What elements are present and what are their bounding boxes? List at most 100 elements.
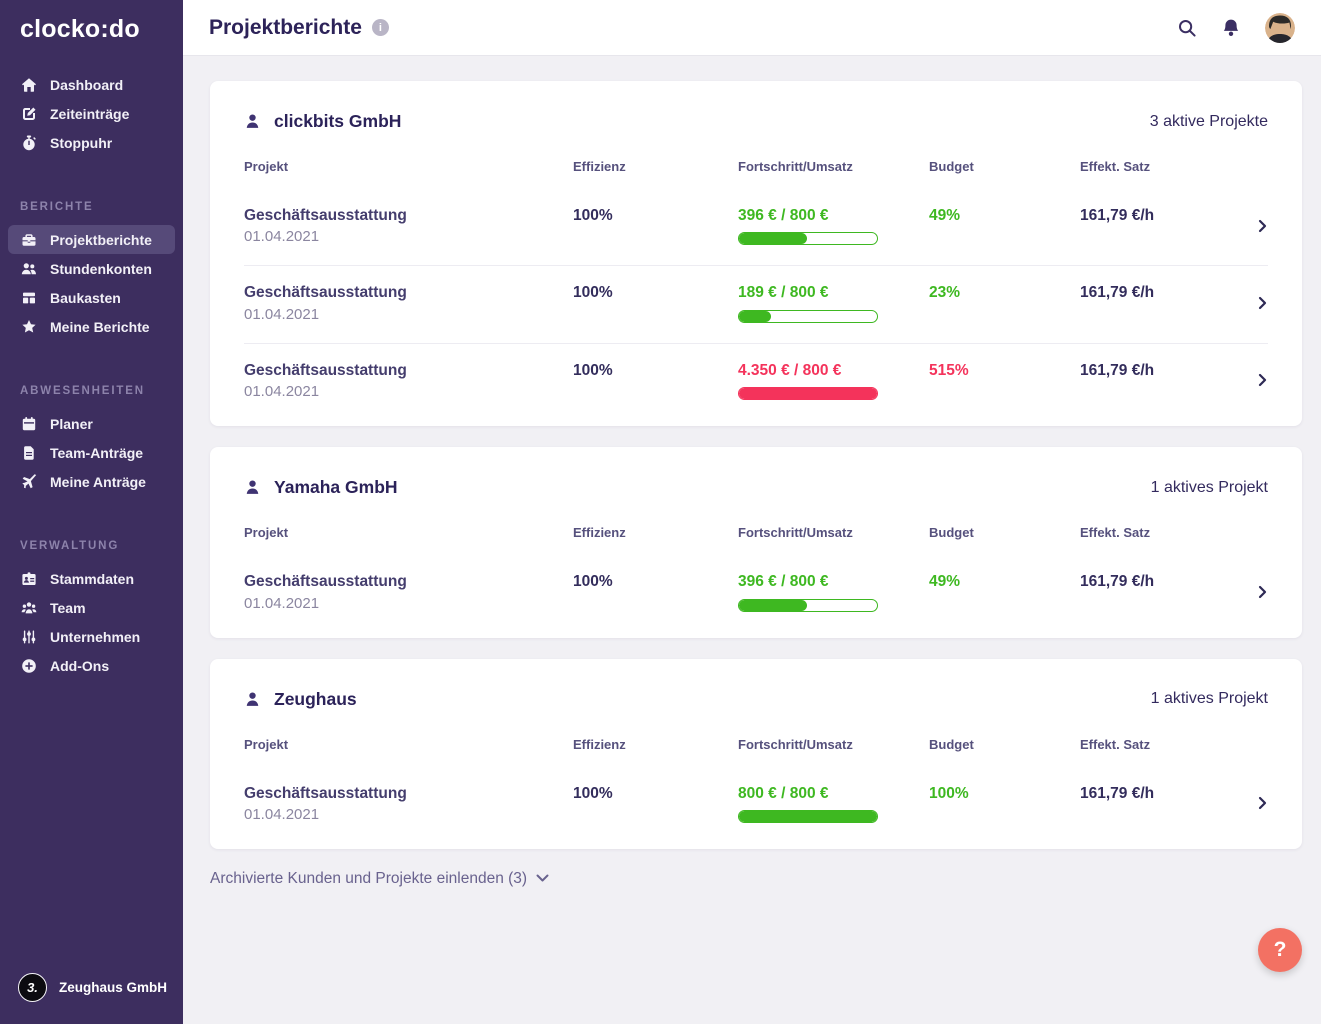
sidebar-section-abwesenheiten: ABWESENHEITEN Planer Team-Anträge Meine …	[0, 385, 183, 496]
customer-card-zeughaus: Zeughaus 1 aktives Projekt Projekt Effiz…	[210, 658, 1302, 849]
sidebar-item-projektberichte[interactable]: Projektberichte	[8, 225, 175, 254]
sidebar-item-label: Stammdaten	[50, 570, 135, 587]
sidebar-item-zeiteintraege[interactable]: Zeiteinträge	[8, 99, 175, 128]
sidebar-item-team-antraege[interactable]: Team-Anträge	[8, 438, 175, 467]
bell-icon[interactable]	[1221, 18, 1241, 38]
budget-value: 515%	[929, 361, 969, 379]
effective-rate-value: 161,79 €/h	[1080, 207, 1155, 224]
sliders-icon	[20, 628, 37, 645]
progress-bar	[738, 598, 878, 612]
sidebar-item-label: Dashboard	[50, 76, 124, 93]
active-projects-count: 1 aktives Projekt	[1150, 690, 1268, 707]
chevron-right-icon[interactable]	[1258, 373, 1268, 387]
sidebar-item-dashboard[interactable]: Dashboard	[8, 70, 175, 99]
column-header-fortschritt: Fortschritt/Umsatz	[738, 525, 853, 541]
customer-name: clickbits GmbH	[274, 111, 402, 131]
sidebar-item-label: Stoppuhr	[50, 134, 113, 151]
project-row[interactable]: Geschäftsausstattung 01.04.2021 100% 4.3…	[244, 342, 1268, 420]
project-name: Geschäftsausstattung	[244, 573, 407, 591]
customer-card-clickbits: clickbits GmbH 3 aktive Projekte Projekt…	[210, 81, 1302, 427]
card-header: clickbits GmbH 3 aktive Projekte	[244, 111, 1268, 132]
active-projects-count: 3 aktive Projekte	[1149, 112, 1268, 130]
customer-card-yamaha: Yamaha GmbH 1 aktives Projekt Projekt Ef…	[210, 447, 1302, 638]
chevron-right-icon[interactable]	[1258, 796, 1268, 810]
sidebar-item-meine-antraege[interactable]: Meine Anträge	[8, 467, 175, 496]
sidebar-item-add-ons[interactable]: Add-Ons	[8, 651, 175, 680]
stopwatch-icon	[20, 134, 37, 151]
main-area: Projektberichte i	[183, 0, 1321, 1024]
account-name: Zeughaus GmbH	[59, 980, 168, 995]
account-switcher[interactable]: 3. Zeughaus GmbH	[18, 973, 167, 1002]
customer-name: Zeughaus	[274, 688, 357, 709]
project-name: Geschäftsausstattung	[244, 207, 407, 224]
section-title: BERICHTE	[20, 201, 94, 213]
sidebar-item-unternehmen[interactable]: Unternehmen	[8, 622, 175, 651]
progress-bar	[738, 387, 878, 401]
search-icon[interactable]	[1177, 18, 1197, 38]
progress-bar-fill	[739, 233, 807, 245]
sidebar-item-planer[interactable]: Planer	[8, 409, 175, 438]
efficiency-value: 100%	[573, 573, 613, 591]
effective-rate-value: 161,79 €/h	[1080, 573, 1155, 591]
top-bar: Projektberichte i	[183, 0, 1321, 56]
project-start-date: 01.04.2021	[244, 305, 320, 323]
project-name: Geschäftsausstattung	[244, 284, 407, 302]
archived-customers-toggle[interactable]: Archivierte Kunden und Projekte einlende…	[210, 870, 549, 888]
sidebar-item-label: Baukasten	[50, 289, 121, 306]
table-header-row: Projekt Effizienz Fortschritt/Umsatz Bud…	[244, 737, 1268, 767]
progress-bar-fill	[739, 810, 877, 822]
info-icon[interactable]: i	[371, 19, 389, 36]
effective-rate-value: 161,79 €/h	[1080, 784, 1155, 802]
project-row[interactable]: Geschäftsausstattung 01.04.2021 100% 189…	[244, 265, 1268, 342]
progress-value: 800 € / 800 €	[738, 784, 829, 802]
budget-value: 100%	[929, 784, 969, 802]
column-header-effizienz: Effizienz	[573, 525, 626, 541]
sidebar-item-label: Meine Anträge	[50, 473, 146, 490]
sidebar-item-baukasten[interactable]: Baukasten	[8, 283, 175, 312]
chevron-right-icon[interactable]	[1258, 219, 1268, 233]
id-card-icon	[20, 570, 37, 587]
star-icon	[20, 318, 37, 335]
progress-cell: 189 € / 800 €	[738, 283, 929, 323]
sidebar: clocko:do Dashboard Zeiteinträge Stoppuh…	[0, 0, 183, 1024]
sidebar-item-stoppuhr[interactable]: Stoppuhr	[8, 128, 175, 157]
project-cell: Geschäftsausstattung 01.04.2021	[244, 206, 573, 245]
user-avatar[interactable]	[1265, 12, 1295, 43]
account-logo-text: 3.	[27, 980, 38, 995]
users-icon	[20, 260, 37, 277]
efficiency-value: 100%	[573, 284, 613, 302]
progress-bar-fill	[739, 599, 807, 611]
project-row[interactable]: Geschäftsausstattung 01.04.2021 100% 396…	[244, 189, 1268, 265]
chevron-right-icon[interactable]	[1258, 585, 1268, 599]
budget-value: 49%	[929, 207, 961, 224]
plus-circle-icon	[20, 657, 37, 674]
active-projects-count: 1 aktives Projekt	[1150, 478, 1268, 496]
person-icon	[244, 113, 261, 130]
sidebar-item-stundenkonten[interactable]: Stundenkonten	[8, 254, 175, 283]
column-header-fortschritt: Fortschritt/Umsatz	[738, 159, 853, 174]
table-header-row: Projekt Effizienz Fortschritt/Umsatz Bud…	[244, 159, 1268, 189]
progress-value: 396 € / 800 €	[738, 573, 829, 591]
effective-rate-value: 161,79 €/h	[1080, 284, 1155, 302]
column-header-budget: Budget	[929, 736, 974, 752]
sidebar-item-team[interactable]: Team	[8, 593, 175, 622]
progress-bar-fill	[739, 388, 877, 400]
progress-value: 4.350 € / 800 €	[738, 361, 842, 379]
sidebar-item-stammdaten[interactable]: Stammdaten	[8, 564, 175, 593]
home-icon	[20, 76, 37, 93]
page-title: Projektberichte	[209, 15, 362, 39]
project-cell: Geschäftsausstattung 01.04.2021	[244, 283, 573, 322]
progress-cell: 396 € / 800 €	[738, 206, 929, 246]
team-icon	[20, 599, 37, 616]
help-button[interactable]: ?	[1258, 928, 1302, 972]
briefcase-icon	[20, 231, 37, 248]
sidebar-item-meine-berichte[interactable]: Meine Berichte	[8, 312, 175, 341]
project-row[interactable]: Geschäftsausstattung 01.04.2021 100% 396…	[244, 555, 1268, 631]
project-row[interactable]: Geschäftsausstattung 01.04.2021 100% 800…	[244, 767, 1268, 843]
brand-logo[interactable]: clocko:do	[20, 15, 140, 43]
sidebar-section-verwaltung: VERWALTUNG Stammdaten Team Unternehmen	[0, 540, 183, 680]
progress-cell: 800 € / 800 €	[738, 784, 929, 823]
sidebar-item-label: Team	[50, 599, 86, 616]
sidebar-item-label: Add-Ons	[50, 657, 110, 674]
chevron-right-icon[interactable]	[1258, 296, 1268, 310]
